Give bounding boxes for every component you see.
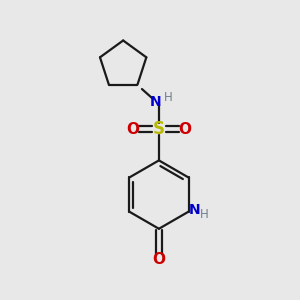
Text: S: S — [153, 120, 165, 138]
Text: N: N — [189, 203, 201, 217]
Text: O: O — [152, 253, 165, 268]
Text: H: H — [200, 208, 208, 221]
Text: O: O — [127, 122, 140, 137]
Text: N: N — [149, 95, 161, 110]
Text: O: O — [178, 122, 191, 137]
Text: H: H — [164, 91, 173, 103]
